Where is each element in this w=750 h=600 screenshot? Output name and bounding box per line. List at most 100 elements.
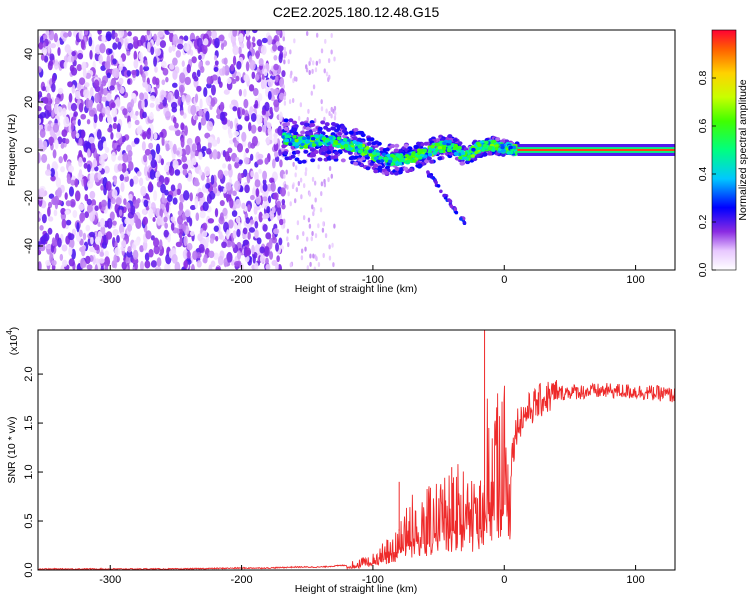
spectrogram-cell [87, 148, 91, 158]
spectrogram-cell [415, 141, 421, 146]
spectrogram-cell [327, 177, 330, 183]
spectrogram-cell [203, 38, 209, 46]
spectrogram-cell [127, 31, 132, 37]
spectrogram-cell [449, 204, 454, 208]
spectrogram-cell [100, 65, 107, 72]
spectrogram-cell [155, 152, 160, 163]
spectrogram-cell [241, 108, 246, 116]
spectrogram-cell [78, 156, 83, 168]
spectrogram-cell [76, 64, 82, 72]
spectrogram-cell [251, 135, 258, 147]
spectrogram-cell [172, 159, 179, 170]
spectrogram-cell [98, 165, 102, 171]
spectrogram-cell [441, 146, 447, 150]
spectrogram-cell [282, 223, 286, 229]
spectrogram-cell [178, 231, 183, 239]
spectrogram-cell [41, 46, 48, 56]
spectrogram-cell [340, 158, 346, 163]
spectrogram-cell [78, 77, 86, 85]
spectrogram-cell [112, 122, 118, 130]
spectrogram-cell [43, 96, 48, 104]
spectrogram-cell [221, 241, 227, 249]
spectrogram-cell [100, 265, 104, 270]
spectrogram-cell [320, 191, 323, 197]
spectrogram-cell [331, 242, 334, 248]
tone-band-core [517, 148, 675, 152]
spectrogram-cell [170, 222, 175, 231]
spectrogram-cell [126, 102, 133, 112]
spectrogram-cell [127, 121, 132, 129]
spectrogram-cell [336, 144, 341, 149]
spectrogram-cell [209, 238, 215, 244]
spectrogram-cell [69, 198, 76, 208]
spectrogram-cell [175, 129, 181, 137]
spectrogram-cell [166, 194, 173, 203]
spectrogram-cell [38, 249, 42, 256]
spectrogram-cell [141, 141, 146, 151]
spectrogram-cell [278, 218, 284, 226]
spectrogram-cell [134, 262, 139, 270]
spectrogram-cell [155, 77, 160, 86]
spectrogram-cell [94, 92, 100, 104]
spectrogram-cell [234, 156, 240, 163]
spectrogram-cell [160, 158, 164, 166]
spectrogram-cell [85, 255, 91, 265]
spectrogram-cell [38, 66, 42, 73]
spectrogram-cell [210, 84, 216, 96]
spectrogram-cell [304, 246, 307, 252]
spectrogram-cell [80, 129, 85, 139]
spectrogram-cell [294, 142, 300, 147]
spectrogram-cell [201, 230, 208, 238]
spectrogram-cell [179, 72, 186, 84]
spectrogram-cell [373, 163, 379, 168]
spectrogram-cell [350, 155, 356, 160]
spectrogram-cell [109, 85, 115, 91]
spectrogram-cell [119, 174, 125, 182]
spectrogram-cell [321, 151, 327, 156]
spectrogram-cell [236, 228, 241, 238]
spectrogram-cell [291, 97, 295, 103]
spectrogram-cell [324, 38, 327, 44]
spectrogram-cell [113, 67, 120, 79]
spectrogram-cell [57, 87, 64, 95]
spectrogram-cell [113, 177, 118, 186]
spectrogram-cell [340, 141, 346, 146]
spectrogram-cell [86, 118, 91, 125]
spectrogram-cell [459, 217, 463, 221]
spectrogram-cell [83, 162, 88, 169]
spectrogram-cell [253, 206, 258, 215]
spectrogram-cell [506, 151, 512, 155]
spectrogram-cell [283, 126, 289, 131]
spectrogram-cell [324, 139, 330, 143]
spectrogram-cell [353, 161, 359, 166]
spectrogram-cell [293, 38, 296, 44]
spectrogram-cell [244, 115, 250, 122]
spectrogram-cell [459, 161, 465, 166]
spectrogram-cell [372, 151, 377, 155]
spectrogram-cell [269, 177, 275, 184]
snr-y-tick-label: 1.5 [23, 415, 35, 430]
spectrogram-cell [42, 85, 46, 92]
spectrogram-cell [134, 119, 140, 126]
colorbar: 0.0 0.2 0.4 0.6 0.8 Normalized spectral ampl… [697, 29, 749, 277]
spectrogram-cell [236, 124, 243, 131]
spectrogram-cell [168, 165, 173, 173]
spectrogram-cell [122, 152, 129, 163]
spectrogram-cell [332, 262, 335, 268]
spectrogram-cell [156, 215, 163, 226]
spectrogram-cell [300, 248, 304, 254]
spectrogram-cell [317, 164, 320, 170]
spectrogram-cell [186, 63, 191, 74]
spectrogram-cell [130, 205, 136, 216]
spectrogram-cell [283, 91, 287, 97]
spectrogram-cell [333, 151, 339, 156]
spectrogram-cell [373, 156, 379, 161]
spectrogram-cell [115, 37, 120, 43]
spectrogram-y-tick-label: -20 [23, 190, 35, 206]
spectrogram-cell [293, 131, 299, 136]
spectrogram-cell [436, 184, 441, 188]
spectrogram-cell [175, 50, 181, 58]
spectrogram-cell [312, 253, 315, 259]
spectrogram-cell [500, 145, 505, 150]
spectrogram-cell [88, 36, 93, 47]
